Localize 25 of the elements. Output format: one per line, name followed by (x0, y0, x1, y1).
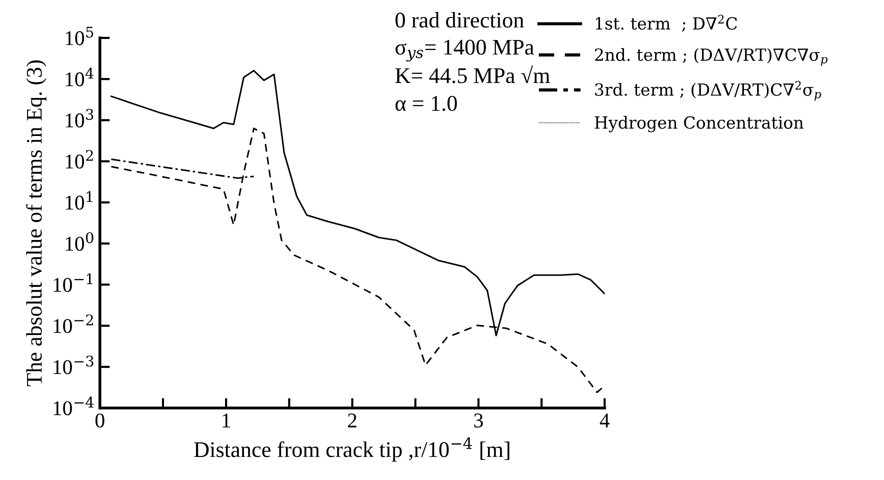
legend-label: 2nd. term ; (DΔV/RT)∇C∇σ$_{p}$ (595, 48, 828, 66)
y-tick-label: 10$^{−1}$ (54, 273, 92, 292)
x-tick-label: 2 (348, 414, 356, 428)
annotation: σ$_{ys}$= 1400 MPa (396, 40, 534, 62)
annotation: α = 1.0 (396, 96, 457, 112)
legend-label: Hydrogen Concentration (594, 116, 804, 132)
y-tick-label: 10$^{−4}$ (54, 396, 94, 416)
y-tick-label: 10$^{0}$ (66, 232, 94, 251)
x-tick-label: 3 (474, 414, 483, 428)
y-tick-label: 10$^{5}$ (66, 26, 94, 46)
y-tick-label: 10$^{4}$ (66, 68, 94, 86)
y-axis-title: The absolut value of terms in Eq. (3) (26, 60, 46, 386)
y-tick-label: 10$^{−2}$ (54, 314, 93, 334)
x-axis-title: Distance from crack tip ,r/10$^{−4}$ [m] (194, 437, 510, 462)
x-tick-label: 4 (600, 414, 610, 428)
text: 0 rad direction (396, 12, 524, 28)
y-tick-label: 10$^{3}$ (66, 108, 94, 128)
x-tick-label: 1 (222, 414, 230, 428)
x-tick-label: 0 (95, 413, 104, 428)
annotation: K= 44.5 MPa √m (395, 65, 550, 84)
legend-label: 1st. term ; D∇$^{2}$C (596, 14, 737, 32)
y-tick-label: 10$^{−3}$ (54, 356, 94, 374)
legend-label: 3rd. term ; (DΔV/RT)C∇$^{2}$σ$_{p}$ (595, 80, 822, 101)
y-tick-label: 10$^{1}$ (66, 191, 92, 210)
y-tick-label: 10$^{2}$ (66, 150, 93, 169)
